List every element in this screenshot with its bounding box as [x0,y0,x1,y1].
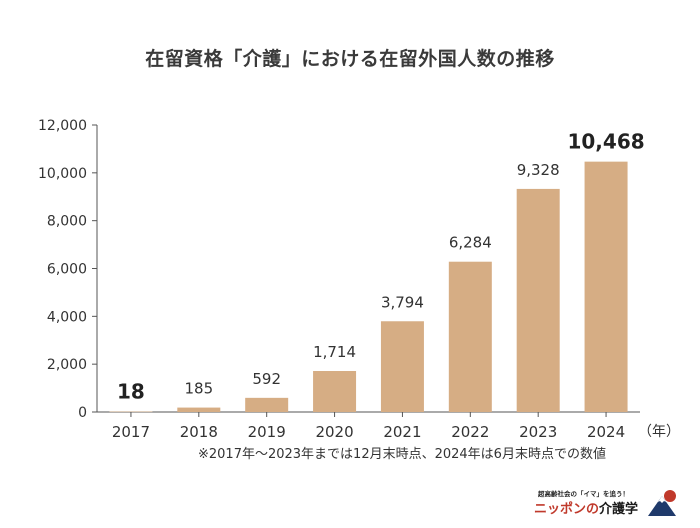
bar [448,261,492,412]
bar [177,407,221,412]
x-tick-label: 2019 [248,423,286,441]
data-label: 18 [117,380,145,404]
logo-brand: ニッポンの介護学 [534,498,638,517]
y-tick-label: 4,000 [47,309,87,325]
data-label: 3,794 [381,293,424,311]
x-tick-label: 2017 [112,423,150,441]
y-tick-label: 2,000 [47,357,87,373]
chart-title: 在留資格「介護」における在留外国人数の推移 [145,48,555,70]
x-unit-label: （年） [638,424,680,440]
logo-brand-suffix: 介護学 [599,502,639,517]
bar [313,371,357,412]
x-tick-label: 2022 [451,423,489,441]
y-tick-label: 10,000 [38,166,87,182]
data-label: 10,468 [567,130,644,154]
bar [109,411,153,413]
bar [380,321,424,412]
data-label: 592 [252,370,281,388]
y-tick-label: 0 [78,405,87,421]
footnote: ※2017年〜2023年までは12月末時点、2024年は6月末時点での数値 [198,447,606,462]
brand-logo: 超高齢社会の「イマ」を追う！ ニッポンの介護学 [528,484,688,520]
x-tick-label: 2020 [315,423,353,441]
data-label: 6,284 [449,234,492,252]
y-tick-label: 8,000 [47,214,87,230]
x-tick-label: 2023 [519,423,557,441]
mountain-sun-icon [648,490,676,516]
x-tick-label: 2018 [180,423,218,441]
y-tick-label: 6,000 [47,262,87,278]
bar [584,161,628,412]
logo-brand-prefix: ニッポンの [534,502,600,517]
data-label: 9,328 [517,161,560,179]
bar [245,397,289,412]
x-tick-label: 2024 [587,423,625,441]
data-label: 185 [184,380,213,398]
logo-tagline: 超高齢社会の「イマ」を追う！ [538,490,629,498]
x-tick-label: 2021 [383,423,421,441]
bar [516,188,560,412]
data-label: 1,714 [313,343,356,361]
y-tick-label: 12,000 [38,118,87,134]
